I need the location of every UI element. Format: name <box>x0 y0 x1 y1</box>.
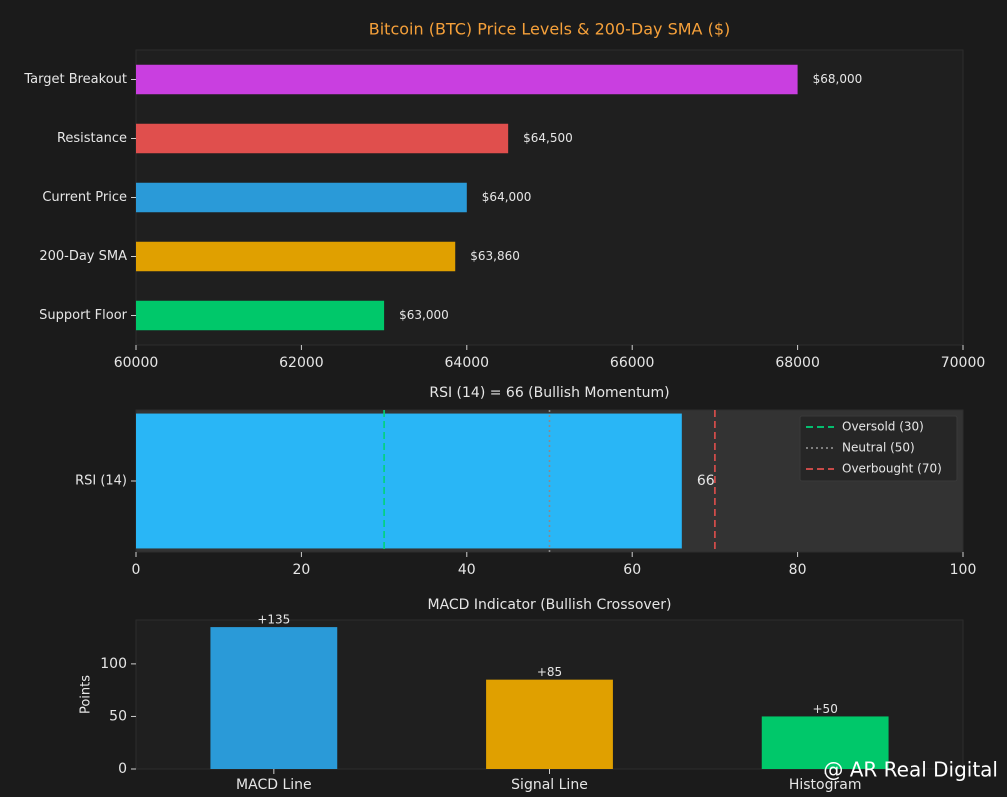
value-label: 66 <box>697 473 715 489</box>
x-tick-label: 20 <box>292 562 310 578</box>
chart-title: Bitcoin (BTC) Price Levels & 200-Day SMA… <box>369 20 731 39</box>
value-label: +85 <box>537 665 562 679</box>
bar <box>136 300 385 331</box>
y-tick-label: RSI (14) <box>75 474 127 489</box>
value-label: $63,000 <box>399 308 449 322</box>
bar <box>136 64 798 95</box>
legend: Oversold (30) Neutral (50) Overbought (70) <box>799 415 958 482</box>
x-tick-label: Histogram <box>789 777 862 793</box>
x-tick-label: 60000 <box>114 355 159 371</box>
y-tick-label: 0 <box>118 761 127 777</box>
legend-box <box>799 415 958 482</box>
bar <box>136 123 509 154</box>
y-tick-label: Target Breakout <box>23 72 127 87</box>
bar <box>136 241 456 272</box>
x-tick-label: 66000 <box>610 355 655 371</box>
legend-label: Oversold (30) <box>842 420 924 434</box>
x-tick-label: 64000 <box>445 355 490 371</box>
legend-label: Overbought (70) <box>842 462 942 476</box>
x-tick-label: 80 <box>789 562 807 578</box>
watermark: @ AR Real Digital <box>823 758 998 782</box>
x-tick-label: 40 <box>458 562 476 578</box>
y-tick-label: Support Floor <box>39 308 128 323</box>
chart-title: RSI (14) = 66 (Bullish Momentum) <box>429 385 669 401</box>
chart-title: MACD Indicator (Bullish Crossover) <box>427 597 671 613</box>
y-tick-label: Current Price <box>42 190 127 205</box>
x-tick-label: MACD Line <box>236 777 312 793</box>
bar <box>136 413 682 549</box>
y-tick-label: 100 <box>100 656 127 672</box>
value-label: +135 <box>257 613 290 627</box>
x-tick-label: 70000 <box>941 355 986 371</box>
value-label: +50 <box>813 702 838 716</box>
value-label: $64,000 <box>482 190 532 204</box>
bar <box>136 182 467 213</box>
bar <box>210 627 338 769</box>
bar <box>486 679 613 769</box>
value-label: $64,500 <box>523 131 573 145</box>
x-tick-label: 0 <box>132 562 141 578</box>
value-label: $63,860 <box>470 249 520 263</box>
x-tick-label: 60 <box>623 562 641 578</box>
x-tick-label: 62000 <box>279 355 324 371</box>
y-tick-label: 50 <box>109 708 127 724</box>
legend-label: Neutral (50) <box>842 441 915 455</box>
y-axis-label: Points <box>79 675 94 714</box>
y-tick-label: Resistance <box>57 131 127 146</box>
y-tick-label: 200-Day SMA <box>39 249 127 264</box>
x-tick-label: 68000 <box>775 355 820 371</box>
x-tick-label: 100 <box>950 562 977 578</box>
value-label: $68,000 <box>813 72 863 86</box>
bar <box>761 716 889 769</box>
x-tick-label: Signal Line <box>511 777 588 793</box>
